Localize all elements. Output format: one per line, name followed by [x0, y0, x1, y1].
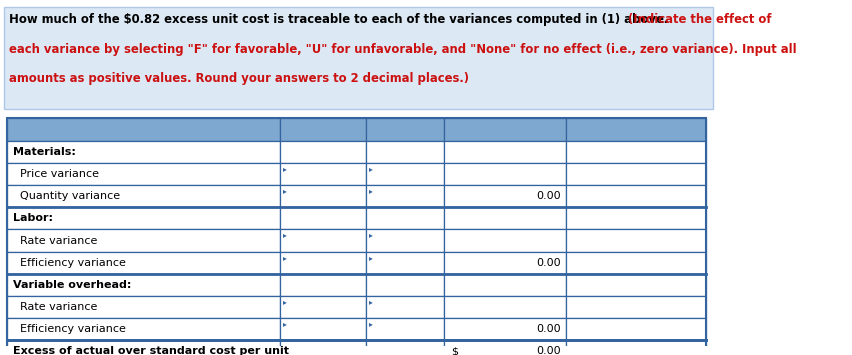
Bar	[279, 229, 366, 252]
Bar	[7, 318, 279, 340]
Text: ▸: ▸	[283, 319, 287, 328]
Bar	[279, 207, 366, 229]
Text: Variable overhead:: Variable overhead:	[13, 280, 131, 290]
Text: 0.00: 0.00	[536, 346, 561, 355]
Text: Labor:: Labor:	[13, 213, 53, 223]
Bar	[445, 163, 567, 185]
Bar	[279, 252, 366, 274]
Bar	[366, 185, 445, 207]
Bar	[567, 163, 706, 185]
Text: ▸: ▸	[283, 297, 287, 306]
Text: 0.00: 0.00	[536, 191, 561, 201]
Bar	[567, 274, 706, 296]
Bar	[445, 185, 567, 207]
Text: ▸: ▸	[369, 297, 373, 306]
Bar	[567, 207, 706, 229]
Text: 0.00: 0.00	[536, 258, 561, 268]
Bar	[366, 229, 445, 252]
Bar	[279, 185, 366, 207]
Bar	[567, 340, 706, 355]
Bar	[7, 340, 279, 355]
Bar	[279, 274, 366, 296]
Bar	[366, 118, 445, 141]
Text: Excess of actual over standard cost per unit: Excess of actual over standard cost per …	[13, 346, 289, 355]
Text: Rate variance: Rate variance	[13, 236, 97, 246]
Bar	[366, 318, 445, 340]
Bar	[445, 318, 567, 340]
Text: (Indicate the effect of: (Indicate the effect of	[624, 13, 771, 26]
Bar	[7, 229, 279, 252]
Text: Price variance: Price variance	[13, 169, 99, 179]
Bar	[567, 141, 706, 163]
Bar	[279, 296, 366, 318]
FancyBboxPatch shape	[3, 7, 713, 109]
Text: ▸: ▸	[369, 164, 373, 173]
Text: each variance by selecting "F" for favorable, "U" for unfavorable, and "None" fo: each variance by selecting "F" for favor…	[9, 43, 797, 55]
Bar	[445, 274, 567, 296]
Text: Materials:: Materials:	[13, 147, 76, 157]
Text: ▸: ▸	[283, 253, 287, 262]
Text: ▸: ▸	[369, 186, 373, 195]
Bar	[445, 207, 567, 229]
Text: ▸: ▸	[283, 186, 287, 195]
Bar	[445, 340, 567, 355]
Bar	[366, 141, 445, 163]
Bar	[366, 163, 445, 185]
Text: Efficiency variance: Efficiency variance	[13, 258, 126, 268]
Text: Quantity variance: Quantity variance	[13, 191, 120, 201]
Bar	[445, 141, 567, 163]
Bar	[7, 274, 279, 296]
Bar	[366, 296, 445, 318]
Text: Rate variance: Rate variance	[13, 302, 97, 312]
Bar	[7, 141, 279, 163]
Bar	[567, 318, 706, 340]
Text: ▸: ▸	[283, 164, 287, 173]
Bar	[445, 296, 567, 318]
Bar	[567, 118, 706, 141]
Text: ▸: ▸	[369, 319, 373, 328]
Text: ▸: ▸	[369, 230, 373, 240]
Text: Efficiency variance: Efficiency variance	[13, 324, 126, 334]
Bar	[7, 163, 279, 185]
Bar	[279, 163, 366, 185]
Bar	[445, 252, 567, 274]
Bar	[567, 185, 706, 207]
Text: How much of the $0.82 excess unit cost is traceable to each of the variances com: How much of the $0.82 excess unit cost i…	[9, 13, 668, 26]
Bar	[366, 340, 445, 355]
Bar	[7, 207, 279, 229]
Text: $: $	[452, 346, 458, 355]
Bar	[7, 118, 706, 355]
Bar	[445, 229, 567, 252]
Bar	[7, 118, 279, 141]
Bar	[7, 296, 279, 318]
Bar	[567, 229, 706, 252]
Bar	[279, 118, 366, 141]
Bar	[567, 252, 706, 274]
Bar	[7, 252, 279, 274]
Text: 0.00: 0.00	[536, 324, 561, 334]
Bar	[445, 118, 567, 141]
Bar	[279, 340, 366, 355]
Text: ▸: ▸	[283, 230, 287, 240]
Text: ▸: ▸	[369, 253, 373, 262]
Bar	[366, 207, 445, 229]
Bar	[366, 274, 445, 296]
Bar	[366, 252, 445, 274]
Bar	[567, 296, 706, 318]
Text: amounts as positive values. Round your answers to 2 decimal places.): amounts as positive values. Round your a…	[9, 72, 469, 85]
Bar	[279, 318, 366, 340]
Bar	[279, 141, 366, 163]
Bar	[7, 185, 279, 207]
